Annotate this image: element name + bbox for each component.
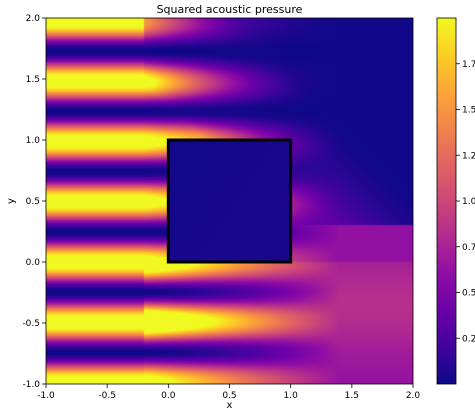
- y-tick-label: 0.0: [26, 258, 41, 268]
- x-tick-label: 2.0: [406, 391, 421, 401]
- y-axis: -1.0 -0.5 0.0 0.5 1.0 1.5 2.0: [22, 14, 46, 390]
- y-axis-label: y: [6, 198, 17, 204]
- colorbar-tick-label: 0.75: [462, 243, 475, 253]
- colorbar-tick-label: 1.00: [462, 197, 475, 207]
- colorbar-tick-label: 1.75: [462, 60, 475, 70]
- x-tick-label: 0.5: [222, 391, 236, 401]
- x-tick-label: 1.5: [345, 391, 359, 401]
- y-tick-label: 2.0: [26, 14, 41, 24]
- colorbar-tick-label: 1.50: [462, 106, 475, 116]
- x-tick-label: -0.5: [98, 391, 116, 401]
- colorbar-gradient: [437, 18, 456, 384]
- y-tick-label: -0.5: [22, 319, 40, 329]
- x-tick-label: 1.0: [284, 391, 299, 401]
- y-tick-label: 1.0: [26, 136, 41, 146]
- y-tick-label: -1.0: [22, 380, 40, 390]
- x-tick-label: -1.0: [37, 391, 55, 401]
- chart-title: Squared acoustic pressure: [157, 3, 303, 16]
- colorbar-tick-label: 0.25: [462, 334, 475, 344]
- y-tick-label: 0.5: [26, 197, 40, 207]
- y-tick-label: 1.5: [26, 75, 40, 85]
- obstacle-square: [166, 138, 293, 264]
- colorbar-tick-label: 1.25: [462, 151, 475, 161]
- plot-area: [45, 17, 414, 385]
- x-tick-label: 0.0: [161, 391, 176, 401]
- colorbar: 0.25 0.50 0.75 1.00 1.25 1.50 1.75: [436, 17, 475, 385]
- x-axis-label: x: [227, 400, 233, 411]
- x-axis: -1.0 -0.5 0.0 0.5 1.0 1.5 2.0: [37, 384, 420, 401]
- colorbar-tick-label: 0.50: [462, 289, 475, 299]
- colorbar-ticks: 0.25 0.50 0.75 1.00 1.25 1.50 1.75: [456, 60, 475, 344]
- heatmap-image: [46, 18, 413, 384]
